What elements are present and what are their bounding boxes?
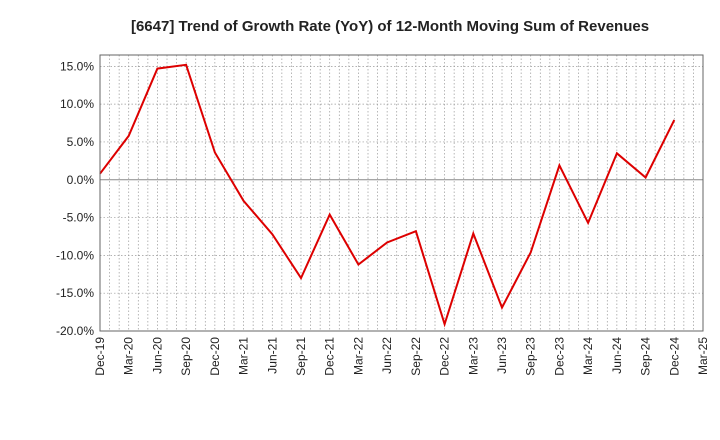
x-tick-label: Mar-24 [581,337,595,375]
x-tick-label: Jun-23 [495,337,509,374]
plot-border [99,54,704,332]
chart-title: [6647] Trend of Growth Rate (YoY) of 12-… [131,18,649,35]
y-tick-label: 15.0% [60,59,94,73]
series-layer [99,63,676,328]
x-tick-label: Sep-23 [524,337,538,376]
x-tick-label: Sep-22 [409,337,423,376]
x-tick-label: Sep-21 [294,337,308,376]
y-tick-label: 5.0% [67,135,95,149]
x-tick-label: Mar-21 [237,337,251,375]
y-tick-label: -5.0% [63,211,95,225]
x-tick-label: Sep-20 [179,337,193,376]
plot-area [100,55,703,331]
x-tick-label: Dec-19 [93,337,107,376]
x-axis-ticks: Dec-19 Mar-20 Jun-20 Sep-20 Dec-20 Mar-21 Jun-… [93,337,710,376]
x-tick-label: Sep-24 [639,337,653,376]
y-tick-label: -20.0% [56,324,94,338]
x-tick-label: Jun-22 [380,337,394,374]
x-tick-label: Mar-20 [122,337,136,375]
y-tick-label: -15.0% [56,286,94,300]
x-tick-label: Dec-22 [438,337,452,376]
x-tick-label: Mar-25 [696,337,710,375]
plot-frame [99,54,704,332]
x-tick-label: Jun-21 [265,337,279,374]
x-tick-label: Jun-20 [150,337,164,374]
x-tick-label: Dec-20 [208,337,222,376]
y-tick-label: -10.0% [56,248,94,262]
y-tick-label: 10.0% [60,97,94,111]
series-line-0 [99,63,676,328]
x-tick-label: Dec-23 [552,337,566,376]
y-tick-label: 0.0% [67,173,95,187]
y-axis-ticks: 15.0% 10.0% 5.0% 0.0% -5.0% -10.0% -15.0% -20.0… [56,59,94,338]
x-tick-label: Dec-24 [667,337,681,376]
x-tick-label: Mar-23 [466,337,480,375]
x-tick-label: Dec-21 [323,337,337,376]
x-tick-label: Mar-22 [351,337,365,375]
x-tick-label: Jun-24 [610,337,624,374]
